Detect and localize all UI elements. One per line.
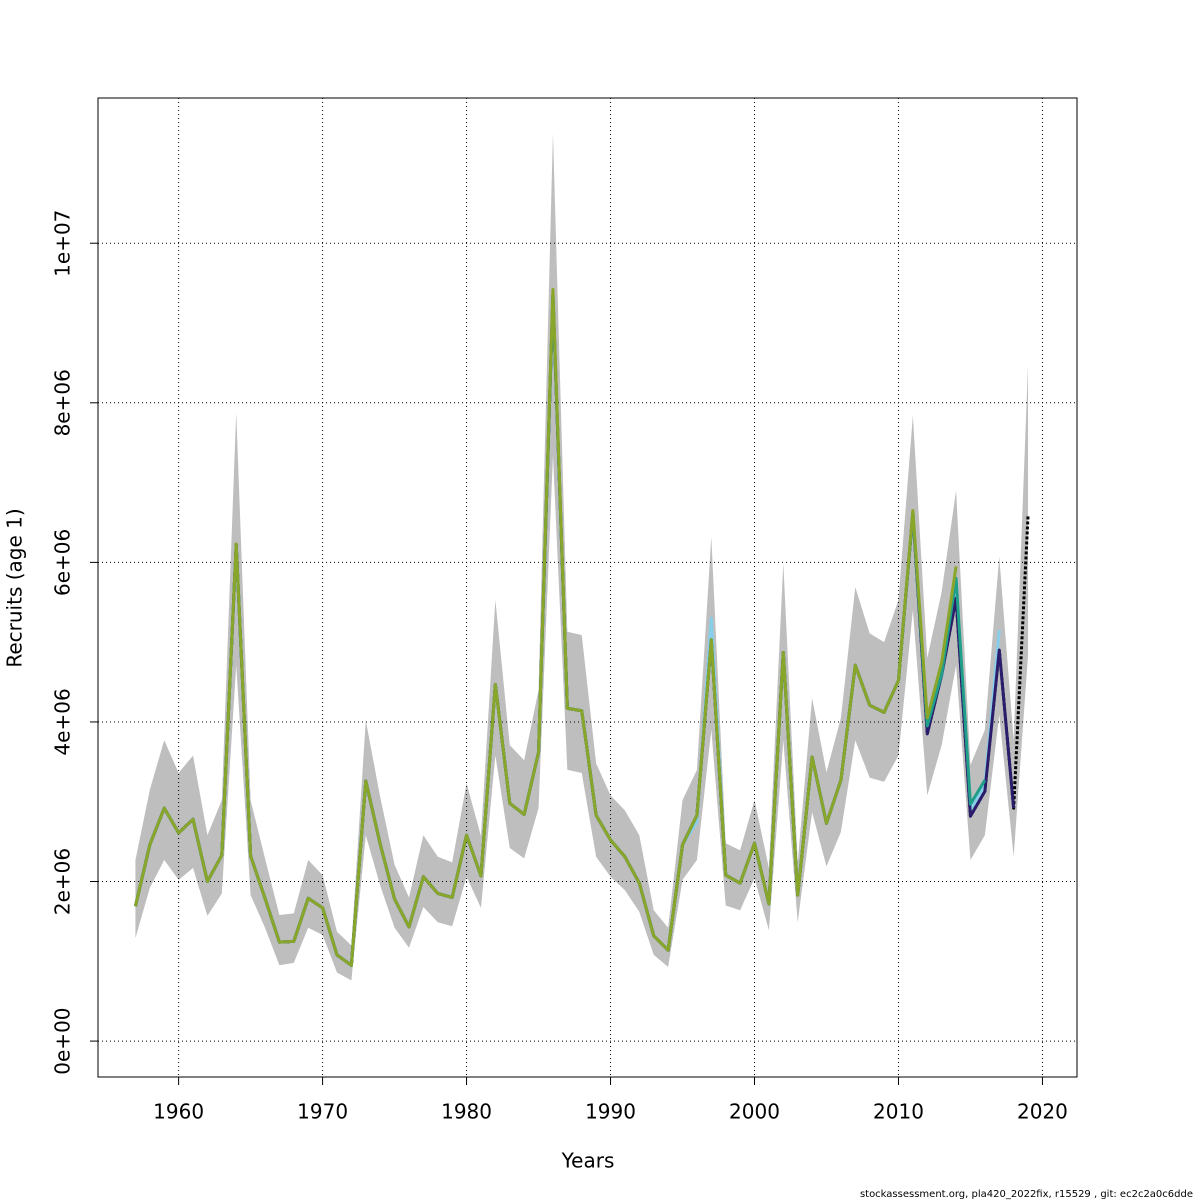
- x-axis-title: Years: [561, 1149, 615, 1173]
- series-line: [133, 287, 958, 967]
- plot-frame: [97, 97, 1078, 1078]
- y-tick-label: 2e+06: [51, 848, 75, 915]
- footer: stockassessment.org, pla420_2022fix, r15…: [860, 1189, 1193, 1200]
- y-tick-label: 4e+06: [51, 688, 75, 755]
- x-tick-label: 1960: [153, 1100, 204, 1124]
- x-tick-label: 1970: [297, 1100, 348, 1124]
- y-tick-label: 8e+06: [51, 369, 75, 436]
- x-tick-label: 1990: [585, 1100, 636, 1124]
- x-tick-label: 2000: [729, 1100, 780, 1124]
- y-axis-title: Recruits (age 1): [3, 508, 27, 667]
- y-tick-label: 1e+07: [51, 210, 75, 277]
- x-tick-label: 2020: [1017, 1100, 1068, 1124]
- y-tick-label: 0e+00: [51, 1007, 75, 1074]
- x-tick-label: 1980: [441, 1100, 492, 1124]
- y-tick-label: 6e+06: [51, 529, 75, 596]
- x-tick-label: 2010: [873, 1100, 924, 1124]
- series-line: [133, 293, 1016, 967]
- confidence-band: [135, 133, 1029, 981]
